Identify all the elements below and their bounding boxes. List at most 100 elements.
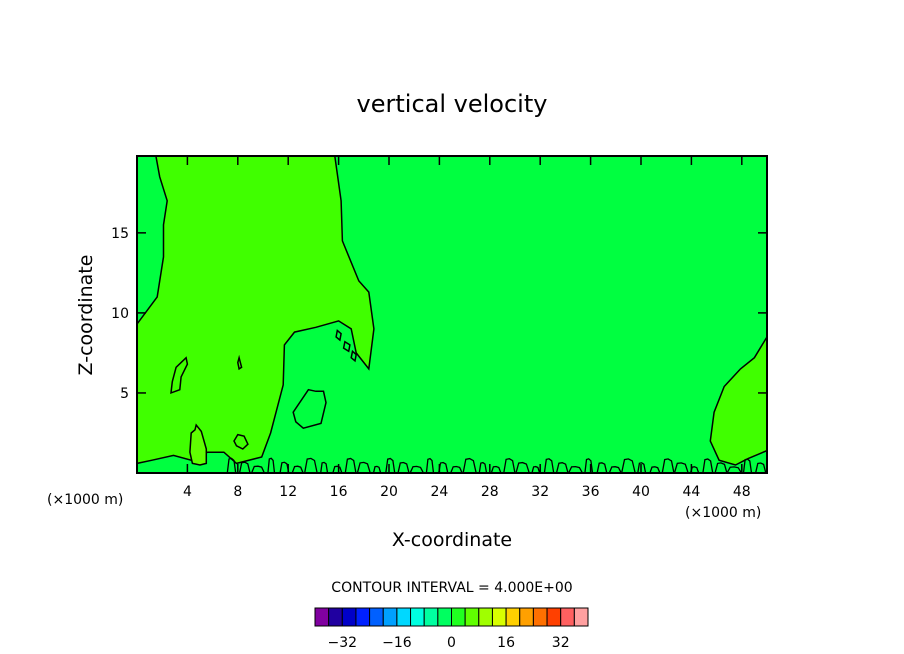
contour-island — [237, 354, 243, 371]
y-unit-label: (×1000 m) — [47, 492, 123, 508]
colorbar-tick-label: 32 — [552, 635, 570, 651]
contour-island — [233, 433, 249, 450]
x-tick-label: 40 — [632, 484, 650, 500]
y-tick-label: 5 — [120, 386, 129, 402]
colorbar-swatch — [369, 607, 384, 627]
surface-contour — [755, 462, 767, 473]
x-tick-label: 36 — [582, 484, 600, 500]
surface-contour — [649, 466, 661, 473]
surface-contour — [543, 458, 555, 473]
contour-island — [170, 356, 189, 395]
colorbar: −32 −16 0 16 32 — [314, 607, 589, 651]
contour-island — [342, 340, 351, 353]
surface-contour — [674, 462, 689, 473]
colorbar-swatch — [505, 607, 521, 627]
chart-title: vertical velocity — [357, 90, 548, 118]
colorbar-tick-label: −32 — [328, 635, 358, 651]
plot-frame — [136, 155, 768, 474]
surface-contour — [251, 465, 265, 473]
surface-contour — [702, 458, 714, 473]
colorbar-swatch — [532, 607, 548, 627]
colorbar-swatch — [396, 607, 412, 627]
surface-contour — [304, 457, 318, 473]
surface-contour — [609, 466, 622, 473]
colorbar-tick-label: 16 — [497, 635, 515, 651]
surface-contour — [397, 461, 410, 473]
surface-contour — [515, 461, 530, 473]
colorbar-swatch — [314, 607, 330, 627]
colorbar-swatch — [491, 607, 507, 627]
x-tick-label: 32 — [531, 484, 549, 500]
y-tick-label: 10 — [111, 306, 129, 322]
x-tick-label: 4 — [183, 484, 192, 500]
colorbar-swatch — [423, 607, 439, 627]
colorbar-swatch — [341, 607, 357, 627]
contour-island — [292, 388, 327, 430]
colorbar-swatch — [355, 607, 371, 627]
surface-contour — [621, 458, 636, 473]
surface-contour — [450, 465, 463, 473]
surface-contour — [344, 457, 357, 473]
y-axis-label: Z-coordinate — [75, 255, 97, 376]
x-tick-label: 20 — [380, 484, 398, 500]
surface-contour — [267, 457, 276, 473]
colorbar-swatch — [573, 607, 589, 627]
colorbar-swatch — [451, 607, 466, 627]
y-tick-label: 15 — [111, 226, 129, 242]
contour-region-strong-updraft — [189, 423, 208, 466]
contour-interval-label: CONTOUR INTERVAL = 4.000E+00 — [331, 580, 572, 596]
contour-region-positive-left — [136, 155, 375, 465]
surface-contours — [226, 457, 767, 473]
colorbar-swatch — [437, 607, 453, 627]
contour-island — [335, 329, 342, 342]
colorbar-swatch — [464, 607, 480, 627]
surface-contour — [385, 457, 396, 473]
surface-contour — [726, 466, 742, 473]
surface-contour — [478, 461, 488, 473]
x-tick-label: 12 — [279, 484, 297, 500]
surface-contour — [503, 458, 516, 473]
colorbar-swatch — [328, 607, 343, 627]
x-tick-label: 44 — [682, 484, 700, 500]
surface-contour — [320, 461, 329, 473]
x-axis-label: X-coordinate — [392, 529, 512, 551]
surface-contour — [356, 461, 371, 473]
plot-area — [136, 155, 768, 474]
y-ticks: 5 10 15 — [111, 226, 767, 402]
surface-contour — [568, 465, 583, 473]
contour-island — [350, 349, 358, 363]
colorbar-swatch — [546, 607, 562, 627]
surface-contour — [239, 461, 251, 473]
colorbar-swatch — [560, 607, 575, 627]
surface-contour — [661, 458, 675, 473]
surface-contour — [425, 457, 435, 473]
surface-contour — [596, 462, 608, 473]
surface-contour — [584, 458, 594, 473]
colorbar-tick-label: −16 — [382, 635, 412, 651]
surface-contour — [226, 457, 237, 473]
surface-contour — [742, 458, 753, 473]
surface-contour — [490, 465, 502, 473]
surface-contour — [332, 465, 343, 473]
colorbar-swatch — [410, 607, 425, 627]
x-tick-label: 8 — [233, 484, 242, 500]
x-unit-label: (×1000 m) — [685, 505, 761, 521]
x-tick-label: 28 — [481, 484, 499, 500]
surface-contour — [291, 465, 304, 473]
surface-contour — [462, 457, 477, 473]
surface-contour — [714, 462, 728, 473]
colorbar-tick-label: 0 — [447, 635, 456, 651]
surface-contour — [531, 465, 541, 473]
surface-contour — [373, 465, 382, 473]
colorbar-swatch — [382, 607, 398, 627]
x-tick-label: 24 — [430, 484, 448, 500]
contour-region-positive-right — [709, 334, 768, 466]
colorbar-swatch — [519, 607, 534, 627]
surface-contour — [409, 465, 424, 473]
x-tick-label: 48 — [733, 484, 751, 500]
x-ticks: 4 8 12 16 20 24 28 32 36 40 44 48 — [183, 156, 751, 500]
x-tick-label: 16 — [330, 484, 348, 500]
surface-contour — [637, 462, 647, 473]
colorbar-swatch — [478, 607, 493, 627]
